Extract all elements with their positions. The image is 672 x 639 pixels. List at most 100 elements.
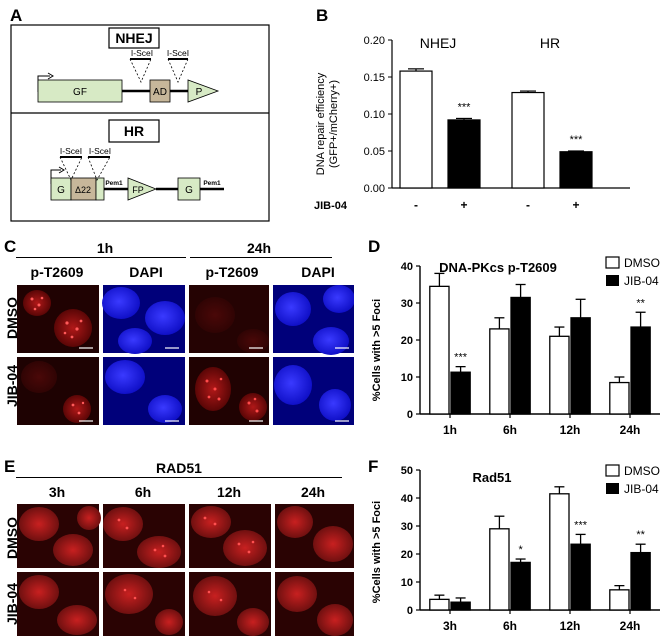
promoter-arrow-icon-hr: [58, 166, 65, 174]
hr-g1-label: G: [57, 185, 65, 196]
chart-d-legend-jib: JIB-04: [624, 274, 659, 288]
c-img-dmso-24h-pt2609: [189, 285, 269, 353]
chart-b-group-nhej: NHEJ: [420, 35, 457, 51]
c-col-dapi-b: DAPI: [301, 264, 335, 280]
chart-b-ytick-label: 0.10: [364, 109, 385, 121]
chart-d-xtick-label: 12h: [560, 423, 581, 437]
chart-b-bar: [447, 119, 481, 189]
e-microscopy-grid: [17, 504, 354, 636]
chart-f-legend-dmso-swatch: [605, 464, 620, 477]
c-microscopy-grid: [17, 285, 354, 425]
c-img-dmso-1h-pt2609: [17, 285, 99, 353]
nhej-p-box: [187, 79, 220, 103]
chart-d-bar: [450, 371, 471, 415]
chart-b: DNA repair efficiency (GFP+/mCherry+) NH…: [314, 35, 630, 212]
chart-b-condition: +: [460, 198, 467, 212]
e-col-24h: 24h: [300, 484, 326, 500]
chart-b-ytick-label: 0.05: [364, 146, 385, 158]
c-img-dmso-1h-dapi: [102, 285, 185, 354]
chart-f-ylabel: %Cells with >5 Foci: [371, 501, 383, 603]
chart-b-xaxis-title: JIB-04: [314, 200, 348, 212]
hr-fp-box: [127, 177, 158, 201]
chart-f-bar: [450, 601, 471, 611]
panel-f-letter: F: [368, 457, 379, 476]
e-img-jib-3h: [17, 572, 99, 636]
promoter-arrow-icon: [47, 72, 54, 80]
chart-f-xtick-label: 12h: [560, 619, 581, 633]
nhej-isce2-label: I-SceI: [167, 48, 189, 58]
chart-b-condition: +: [572, 198, 579, 212]
chart-f-ytick-label: 10: [401, 577, 413, 589]
hr-pem1-b: Pem1: [203, 180, 221, 187]
chart-d-ylabel: %Cells with >5 Foci: [371, 299, 383, 401]
e-col-6h: 6h: [134, 484, 152, 500]
chart-b-condition: -: [526, 198, 530, 212]
hr-isce2-label: I-SceI: [89, 146, 111, 156]
chart-d-ytick-label: 20: [401, 335, 413, 347]
chart-b-bar: [399, 70, 433, 189]
hr-isce1-label: I-SceI: [60, 146, 82, 156]
chart-b-bar: [559, 151, 593, 189]
chart-f-bar: [429, 598, 450, 611]
chart-d-sig: **: [636, 297, 645, 309]
chart-f-ytick-label: 20: [401, 549, 413, 561]
chart-d-ytick-label: 30: [401, 298, 413, 310]
chart-d-bar: [489, 328, 510, 415]
chart-b-group-hr: HR: [540, 35, 560, 51]
e-img-dmso-24h: [275, 504, 354, 568]
chart-d-ytick-label: 40: [401, 261, 413, 273]
panel-b-letter: B: [316, 6, 329, 25]
chart-b-condition: -: [414, 198, 418, 212]
chart-f-bar: [609, 589, 630, 611]
chart-f-legend-jib: JIB-04: [624, 482, 659, 496]
chart-d-ytick-label: 0: [407, 409, 413, 421]
chart-b-bar: [511, 91, 545, 189]
chart-d-bar: [630, 326, 651, 415]
chart-f-bar: [510, 561, 531, 611]
chart-d-bar: [510, 296, 531, 415]
hr-g2-label: G: [185, 185, 193, 196]
chart-f-sig: ***: [574, 519, 588, 531]
chart-f-ytick-label: 50: [401, 465, 413, 477]
chart-d-xtick-label: 6h: [503, 423, 517, 437]
panel-a-letter: A: [10, 6, 23, 25]
chart-b-ylabel-2: (GFP+/mCherry+): [328, 80, 340, 168]
panel-c-letter: C: [4, 237, 17, 256]
chart-d-xtick-label: 1h: [443, 423, 457, 437]
chart-d-legend-jib-swatch: [606, 275, 619, 286]
chart-b-ytick-label: 0.00: [364, 183, 385, 195]
chart-d-bar: [570, 317, 591, 415]
chart-f-sig: *: [518, 544, 523, 556]
c-time-1h: 1h: [96, 240, 114, 256]
c-col-pt2609-b: p-T2609: [205, 264, 259, 280]
chart-f-title: Rad51: [472, 470, 511, 485]
chart-b-ytick-label: 0.15: [364, 72, 385, 84]
c-img-jib-24h-pt2609: [189, 357, 269, 425]
e-img-jib-6h: [103, 572, 185, 636]
chart-d-sig: ***: [454, 352, 468, 364]
chart-b-sig: ***: [570, 134, 584, 146]
hr-pem1-a: Pem1: [105, 180, 123, 187]
e-img-dmso-3h: [17, 504, 101, 568]
panel-d-letter: D: [368, 237, 381, 256]
c-col-dapi-a: DAPI: [129, 264, 163, 280]
chart-f-ytick-label: 30: [401, 521, 413, 533]
chart-b-sig: ***: [458, 101, 472, 113]
chart-f-xtick-label: 3h: [443, 619, 457, 633]
e-img-jib-12h: [189, 572, 271, 636]
e-img-dmso-12h: [189, 504, 271, 568]
c-time-24h: 24h: [246, 240, 272, 256]
chart-d-legend-dmso-swatch: [605, 256, 620, 269]
chart-f-bar: [549, 493, 570, 611]
hr-title: HR: [124, 123, 144, 139]
construct-diagram: NHEJ GF AD P I-SceI I-SceI HR G Δ22 Pem1…: [10, 24, 270, 222]
chart-d-title: DNA-PKcs p-T2609: [439, 260, 557, 275]
chart-f-bar: [489, 528, 510, 611]
hr-delta-label: Δ22: [75, 185, 91, 195]
chart-d: %Cells with >5 Foci DNA-PKcs p-T2609 DMS…: [371, 256, 660, 437]
c-img-jib-24h-dapi: [273, 357, 354, 425]
e-col-12h: 12h: [216, 484, 242, 500]
chart-f-xtick-label: 6h: [503, 619, 517, 633]
nhej-title: NHEJ: [115, 30, 152, 46]
e-title: RAD51: [156, 460, 202, 476]
